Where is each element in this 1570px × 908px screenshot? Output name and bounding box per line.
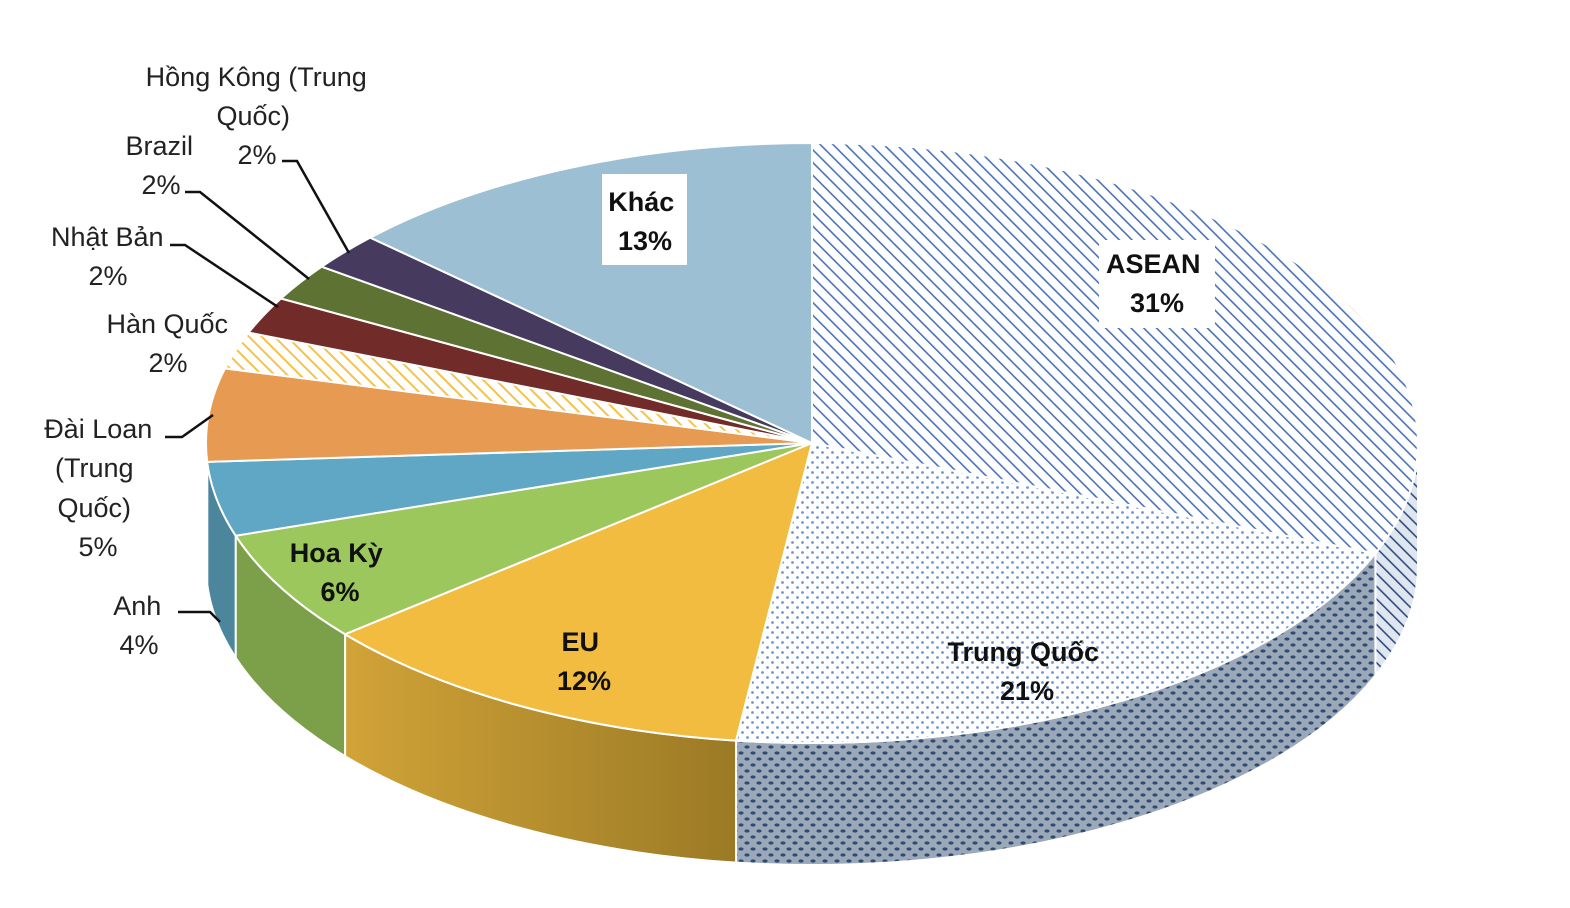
slice-asean xyxy=(811,141,1419,555)
label-trung-quoc: Trung Quốc 21% xyxy=(947,637,1106,706)
leader-line-anh xyxy=(178,610,221,623)
pie-tops xyxy=(205,141,1419,744)
label-khac: Khác 13% xyxy=(608,187,682,256)
leader-lines xyxy=(165,159,351,623)
slice-khac xyxy=(367,141,813,445)
label-dai-loan: Đài Loan (Trung Quốc) 5% xyxy=(44,414,160,562)
label-nhat-ban: Nhật Bản 2% xyxy=(51,222,171,291)
leader-line-nhat-ban xyxy=(170,243,279,309)
slice-hoa-ky xyxy=(233,442,813,636)
label-asean: ASEAN 31% xyxy=(1106,249,1208,318)
leader-line-brazil xyxy=(185,190,310,280)
slice-trung-quoc xyxy=(734,441,1378,744)
label-box-asean xyxy=(1099,240,1215,328)
leader-line-hong-kong xyxy=(282,159,351,254)
label-hong-kong: Hồng Kông (Trung Quốc) 2% xyxy=(146,62,375,170)
slice-dai-loan-trung-quoc xyxy=(205,367,813,463)
label-brazil: Brazil 2% xyxy=(125,131,200,200)
label-hoa-ky: Hoa Kỳ 6% xyxy=(290,538,391,607)
label-anh: Anh 4% xyxy=(113,591,169,660)
label-han-quoc: Hàn Quốc 2% xyxy=(106,309,235,378)
leader-line-dai-loan xyxy=(165,413,214,439)
label-eu: EU 12% xyxy=(557,627,611,696)
label-box-khac xyxy=(602,174,687,265)
slice-eu xyxy=(342,441,814,742)
